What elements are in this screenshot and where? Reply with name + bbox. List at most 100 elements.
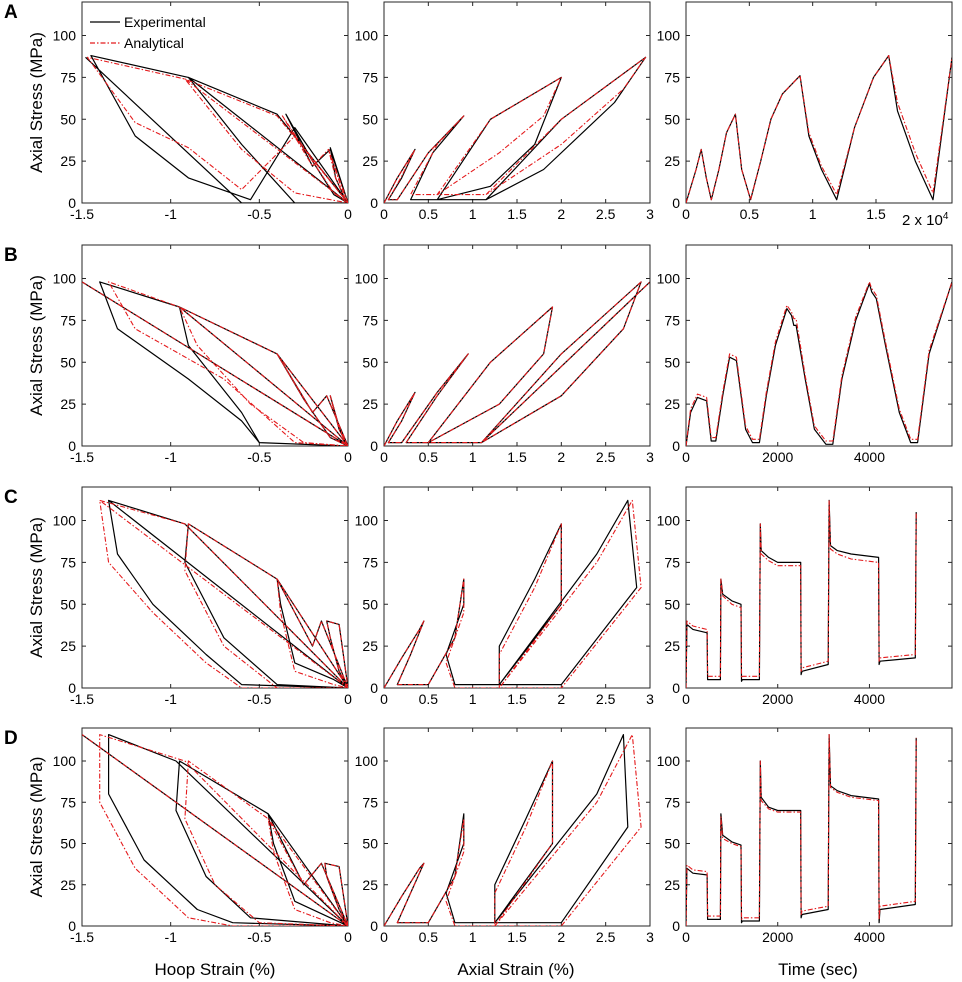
y-tick-label: 100 (53, 513, 77, 529)
y-tick-label: 50 (60, 354, 76, 370)
x-tick-label: 2 (557, 691, 565, 707)
series-group (82, 281, 348, 446)
y-tick-label: 25 (60, 877, 76, 893)
panel-letter: A (4, 2, 18, 23)
y-tick-label: 25 (362, 153, 378, 169)
x-tick-label: -1 (164, 449, 177, 465)
axes-frame (383, 244, 651, 447)
series-analytical-line (86, 56, 348, 203)
x-tick-label: 0 (380, 691, 388, 707)
x-tick-label: 4000 (854, 449, 885, 465)
y-tick-label: 75 (664, 69, 680, 85)
y-tick-label: 50 (362, 111, 378, 127)
y-tick-label: 100 (53, 28, 77, 44)
x-tick-label: 1.5 (507, 691, 527, 707)
series-analytical-line (686, 499, 917, 688)
y-tick-label: 50 (362, 596, 378, 612)
y-tick-label: 25 (362, 396, 378, 412)
x-tick-label: 1.5 (507, 449, 527, 465)
series-group (384, 56, 647, 203)
panel-B-col2: 0 0.5 1 1.5 2 2.5 3 0 25 50 75 100 (355, 244, 654, 465)
x-tick-label: 2000 (762, 449, 793, 465)
x-tick-label: 4000 (854, 929, 885, 945)
x-tick-label: 1 (809, 206, 817, 222)
x-tick-label: -1.5 (70, 449, 94, 465)
y-tick-label: 100 (53, 271, 77, 287)
panel-C-col1: -1.5 -1 -0.5 0 0 25 50 75 100 Axial Stress (MPa) C (4, 486, 352, 707)
axis-multiplier-label: 2 x 104 (902, 211, 949, 229)
y-tick-label: 25 (664, 877, 680, 893)
y-tick-label: 75 (362, 554, 378, 570)
axes-frame (685, 486, 953, 689)
x-tick-label: -0.5 (247, 206, 271, 222)
x-tick-label: 0.5 (419, 449, 439, 465)
y-tick-label: 75 (362, 312, 378, 328)
legend-label: Analytical (124, 35, 184, 51)
axes-frame (685, 727, 953, 927)
x-tick-label: 3 (646, 691, 654, 707)
panel-C-col2: 0 0.5 1 1.5 2 2.5 3 0 25 50 75 100 (355, 486, 654, 707)
x-tick-label: -1 (164, 691, 177, 707)
y-tick-label: 0 (68, 438, 76, 454)
x-tick-label: -1.5 (70, 691, 94, 707)
series-analytical-line (82, 281, 348, 446)
y-tick-label: 50 (362, 354, 378, 370)
legend-label: Experimental (124, 14, 206, 30)
y-tick-label: 25 (362, 638, 378, 654)
y-tick-label: 50 (60, 111, 76, 127)
y-tick-label: 75 (362, 794, 378, 810)
column-xlabel-axial: Axial Strain (%) (457, 960, 574, 979)
legend-box (86, 6, 214, 52)
y-tick-label: 50 (60, 836, 76, 852)
y-tick-label: 100 (355, 513, 379, 529)
x-tick-label: 0.5 (419, 206, 439, 222)
y-tick-label: 75 (362, 69, 378, 85)
x-tick-label: 0 (682, 449, 690, 465)
axes-frame (81, 244, 349, 447)
y-axis-label: Axial Stress (MPa) (27, 275, 46, 416)
x-tick-label: 0 (344, 929, 352, 945)
x-tick-label: 0 (682, 691, 690, 707)
x-tick-label: 1.5 (507, 206, 527, 222)
panel-D-col2: 0 0.5 1 1.5 2 2.5 3 0 25 50 75 100 (355, 727, 654, 945)
x-tick-label: 0 (344, 449, 352, 465)
y-tick-label: 25 (362, 877, 378, 893)
y-tick-label: 0 (672, 680, 680, 696)
x-tick-label: 2 (557, 929, 565, 945)
y-tick-label: 75 (664, 794, 680, 810)
y-tick-label: 0 (370, 680, 378, 696)
panel-B-col1: -1.5 -1 -0.5 0 0 25 50 75 100 Axial Stress (MPa) B (4, 244, 352, 465)
y-tick-label: 100 (657, 28, 681, 44)
y-axis-label: Axial Stress (MPa) (27, 517, 46, 658)
axes-frame (81, 727, 349, 927)
x-tick-label: 1 (469, 691, 477, 707)
x-tick-label: 2000 (762, 691, 793, 707)
y-tick-label: 100 (53, 753, 77, 769)
x-tick-label: 1 (469, 449, 477, 465)
series-analytical-line (686, 281, 952, 446)
series-group (82, 734, 348, 926)
x-tick-label: 0.5 (419, 929, 439, 945)
x-tick-label: 0 (380, 929, 388, 945)
panel-D-col1: -1.5 -1 -0.5 0 0 25 50 75 100 Axial Stress (MPa) D (4, 727, 352, 945)
series-analytical-line (99, 499, 348, 688)
x-tick-label: 0 (344, 691, 352, 707)
x-tick-label: 2 (557, 449, 565, 465)
legend: Experimental Analytical (86, 6, 214, 52)
series-group (686, 55, 952, 203)
y-tick-label: 25 (664, 153, 680, 169)
panel-A-col3: 0 0.5 1 1.5 0 25 50 75 100 (657, 1, 953, 222)
y-tick-label: 50 (664, 354, 680, 370)
panel-letter: C (4, 487, 18, 508)
x-tick-label: 2000 (762, 929, 793, 945)
x-tick-label: -1 (164, 206, 177, 222)
y-tick-label: 25 (60, 396, 76, 412)
series-group (384, 281, 650, 446)
panel-letter: D (4, 728, 18, 749)
x-tick-label: 0 (682, 929, 690, 945)
x-tick-label: 1.5 (507, 929, 527, 945)
x-tick-label: 3 (646, 206, 654, 222)
y-tick-label: 75 (664, 312, 680, 328)
overlay-layer: 2 x 104 Hoop Strain (%) Axial Strain (%)… (155, 211, 949, 979)
